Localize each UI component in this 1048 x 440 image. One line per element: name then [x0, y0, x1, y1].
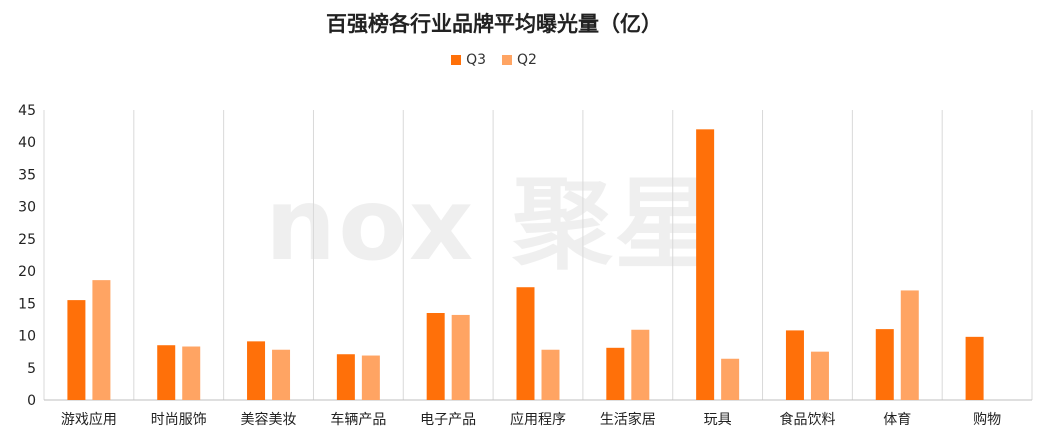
y-tick-label: 45: [18, 103, 36, 119]
bar-q3: [67, 300, 86, 400]
category-label: 游戏应用: [61, 411, 117, 428]
y-tick-label: 25: [18, 232, 36, 248]
bar-q2: [541, 349, 560, 400]
bar-q2: [92, 280, 111, 400]
category-label: 车辆产品: [330, 411, 386, 428]
category-label: 玩具: [704, 412, 732, 428]
legend-label-q3: Q3: [466, 52, 486, 68]
category-label: 电子产品: [420, 412, 476, 428]
bar-q3: [696, 129, 715, 401]
legend-item-q3: Q3: [451, 52, 486, 68]
y-tick-label: 20: [18, 264, 36, 280]
bar-q3: [426, 313, 445, 400]
bar-q2: [451, 314, 470, 400]
bar-q2: [182, 346, 201, 400]
category-label: 美容美妆: [241, 411, 297, 428]
category-label: 食品饮料: [779, 411, 835, 428]
bar-q3: [875, 329, 894, 400]
bar-q3: [785, 330, 804, 400]
category-label: 生活家居: [600, 411, 656, 428]
legend: Q3 Q2: [0, 52, 988, 68]
bar-q2: [631, 329, 650, 400]
bar-q2: [721, 358, 740, 400]
category-label: 购物: [973, 412, 1001, 428]
y-tick-label: 10: [18, 329, 36, 345]
legend-swatch-q3: [451, 55, 462, 65]
legend-item-q2: Q2: [502, 52, 537, 68]
legend-swatch-q2: [502, 55, 512, 65]
bar-q3: [336, 354, 355, 400]
bar-q3: [606, 347, 625, 400]
category-label: 体育: [883, 412, 911, 428]
bar-q3: [516, 287, 535, 400]
y-tick-label: 0: [27, 393, 36, 409]
category-label: 应用程序: [510, 411, 566, 428]
y-tick-label: 15: [18, 296, 36, 312]
category-label: 时尚服饰: [151, 412, 207, 428]
bar-q2: [272, 349, 291, 400]
bar-q2: [810, 351, 829, 400]
bar-q3: [965, 336, 984, 400]
bar-q2: [900, 290, 919, 400]
y-tick-label: 5: [27, 361, 36, 377]
bar-q2: [361, 355, 380, 400]
bar-q3: [247, 341, 266, 400]
legend-label-q2: Q2: [517, 52, 537, 68]
chart-title: 百强榜各行业品牌平均曝光量（亿）: [326, 12, 662, 36]
y-tick-label: 30: [18, 200, 36, 216]
y-tick-label: 35: [18, 167, 36, 183]
bar-q3: [157, 345, 176, 400]
y-tick-label: 40: [18, 135, 36, 151]
